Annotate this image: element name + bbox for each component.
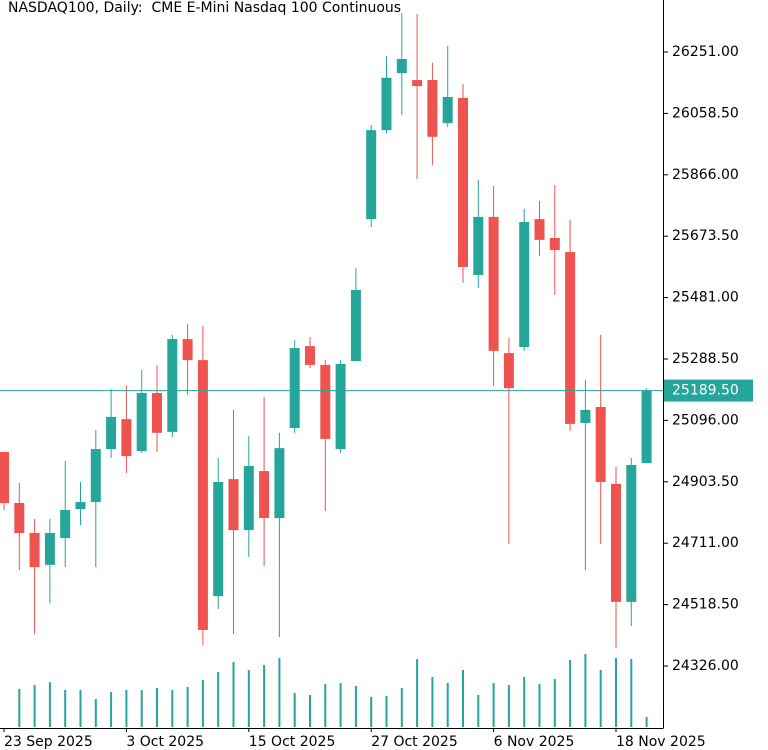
plot-area [0,13,663,727]
y-tick-label: 25481.00 [672,290,739,306]
x-tick-label: 3 Oct 2025 [126,734,204,750]
candle-body [488,216,499,351]
x-tick-label: 15 Oct 2025 [249,734,336,750]
candle-body [626,465,637,602]
candle-body [305,346,315,365]
candle-body [595,406,606,482]
candle-body [259,471,270,518]
candle-body [243,466,254,531]
candle-body [412,80,423,87]
candle-body [14,503,25,533]
current-price-label: 25189.50 [672,383,739,399]
candle-body [213,481,224,597]
candle-body [335,363,346,450]
candle-body [549,237,560,251]
y-tick-label: 24326.00 [672,658,739,674]
x-tick-label: 23 Sep 2025 [4,734,93,750]
y-tick-label: 25096.00 [672,412,739,428]
candle-body [320,364,331,439]
candle-body [136,392,147,452]
x-tick-label: 27 Oct 2025 [371,734,458,750]
candle-body [289,347,300,429]
y-tick-label: 25673.50 [672,228,739,244]
candle-body [182,339,193,361]
candle-body [29,532,40,568]
candle-body [60,510,71,539]
candle-body [121,419,132,457]
y-tick-label: 24518.50 [672,597,739,613]
chart-title: NASDAQ100, Daily: CME E-Mini Nasdaq 100 … [8,0,401,16]
candle-body [565,251,576,424]
candle-body [611,483,621,602]
candle-body [75,502,86,510]
candle-body [534,219,545,240]
x-tick-label: 6 Nov 2025 [494,734,575,750]
candle-body [381,77,392,131]
candle-body [274,448,285,518]
candle-body [641,390,652,464]
candle-body [44,532,55,565]
candle-body [366,130,377,220]
y-tick-label: 24903.50 [672,474,739,490]
current-price-box [664,379,753,402]
candle-body [580,409,591,423]
candle-body [106,416,117,450]
y-tick-label: 26058.50 [672,105,739,121]
y-tick-label: 25866.00 [672,167,739,183]
x-tick-label: 18 Nov 2025 [616,734,706,750]
y-tick-label: 26251.00 [672,44,739,60]
candle-body [228,479,239,531]
candle-body [350,289,361,362]
candle-body [503,353,514,389]
candle-body [0,451,9,504]
candle-body [197,360,208,630]
candle-body [90,449,101,503]
candle-body [458,97,468,267]
candle-body [167,339,178,432]
candle-body [427,80,438,137]
y-tick-label: 24711.00 [672,535,739,551]
candle-body [519,221,530,348]
candle-body [152,392,162,433]
candle-body [442,96,453,124]
candle-body [396,59,407,74]
candle-body [473,216,484,275]
y-tick-label: 25288.50 [672,351,739,367]
